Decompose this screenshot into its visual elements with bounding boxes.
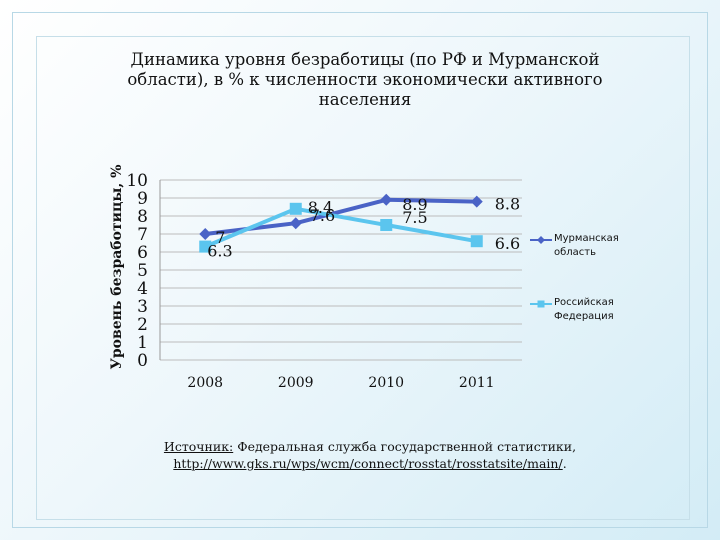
y-tick-10: 10 bbox=[126, 171, 148, 191]
slide-frame bbox=[12, 12, 708, 528]
x-tick-2008: 2008 bbox=[187, 375, 223, 391]
source-text: Федеральная служба государственной стати… bbox=[233, 439, 577, 454]
source-note: Источник: Федеральная служба государстве… bbox=[150, 438, 590, 472]
legend-label-russia: Российская Федерация bbox=[554, 297, 614, 322]
legend-swatch-murmansk bbox=[530, 236, 552, 244]
y-tick-1: 1 bbox=[137, 333, 148, 353]
legend-label-murmansk: Мурманская область bbox=[554, 233, 619, 258]
x-tick-2011: 2011 bbox=[459, 375, 495, 391]
point-0-2 bbox=[380, 193, 393, 206]
data-label-0-2: 8.9 bbox=[402, 195, 427, 214]
data-label-1-1: 8.4 bbox=[308, 198, 333, 217]
point-0-3 bbox=[470, 195, 483, 208]
slide-inner-frame bbox=[36, 36, 690, 520]
data-label-1-0: 6.3 bbox=[207, 242, 232, 261]
data-labels: 7 7.6 8.9 8.8 6.3 8.4 7.5 6.6 bbox=[207, 195, 520, 261]
y-tick-9: 9 bbox=[137, 189, 148, 209]
chart-title: Динамика уровня безработицы (по РФ и Мур… bbox=[127, 50, 603, 109]
series-line-1 bbox=[204, 206, 478, 249]
point-0-1 bbox=[289, 217, 302, 230]
y-tick-5: 5 bbox=[137, 261, 148, 281]
y-tick-3: 3 bbox=[137, 297, 148, 317]
legend: Мурманская область Российская Федерация bbox=[530, 232, 650, 324]
point-0-0 bbox=[199, 228, 212, 240]
point-1-3 bbox=[470, 235, 483, 248]
source-suffix: . bbox=[562, 456, 567, 471]
data-label-0-1: 7.6 bbox=[310, 206, 335, 225]
data-label-0-0: 7 bbox=[215, 228, 225, 247]
y-tick-0: 0 bbox=[137, 351, 148, 371]
x-tick-2010: 2010 bbox=[368, 375, 404, 391]
legend-item-murmansk: Мурманская область bbox=[530, 232, 650, 260]
source-label: Источник: bbox=[163, 439, 234, 454]
point-1-0 bbox=[199, 240, 212, 253]
data-label-1-3: 6.6 bbox=[495, 234, 520, 253]
series-lines bbox=[199, 193, 483, 253]
x-tick-2009: 2009 bbox=[278, 375, 314, 391]
y-tick-7: 7 bbox=[137, 225, 148, 245]
y-tick-8: 8 bbox=[137, 207, 148, 227]
grid-lines bbox=[159, 179, 522, 361]
legend-item-russia: Российская Федерация bbox=[530, 296, 650, 324]
legend-swatch-russia bbox=[530, 300, 552, 308]
data-label-0-3: 8.8 bbox=[495, 195, 520, 214]
y-tick-2: 2 bbox=[137, 315, 148, 335]
point-1-1 bbox=[289, 202, 302, 215]
y-tick-6: 6 bbox=[137, 243, 148, 263]
source-link[interactable]: http://www.gks.ru/wps/wcm/connect/rossta… bbox=[173, 456, 563, 471]
x-tick-labels: 2008 2009 2010 2011 bbox=[187, 375, 494, 391]
point-1-2 bbox=[380, 219, 393, 231]
y-tick-4: 4 bbox=[137, 279, 148, 299]
data-label-1-2: 7.5 bbox=[402, 208, 427, 227]
